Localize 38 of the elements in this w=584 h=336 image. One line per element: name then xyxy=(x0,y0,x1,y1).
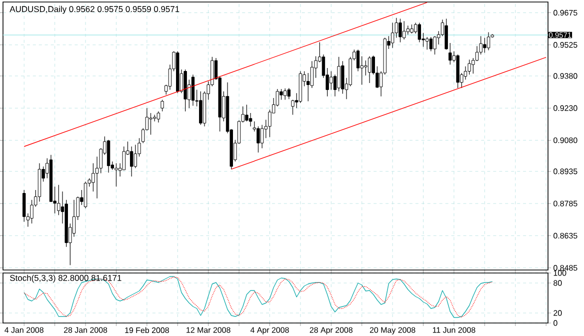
candlestick xyxy=(368,56,372,84)
chart-title: Stoch(5,3,3) 82.8000 81.6171 xyxy=(10,274,122,283)
candlestick xyxy=(248,112,252,127)
candlestick xyxy=(429,36,433,52)
candlestick xyxy=(433,36,436,55)
candlestick xyxy=(130,146,134,177)
candlestick xyxy=(199,91,202,126)
candlestick xyxy=(483,38,486,54)
candlestick xyxy=(84,181,88,209)
candlestick xyxy=(260,124,264,149)
candlestick xyxy=(356,49,360,72)
candlestick xyxy=(364,60,368,76)
candlestick xyxy=(402,20,406,40)
candlestick xyxy=(287,88,291,100)
candlestick xyxy=(398,18,402,43)
candlestick xyxy=(426,36,429,50)
candlestick xyxy=(22,190,26,222)
candlestick xyxy=(291,99,294,116)
candlestick xyxy=(448,42,452,65)
candlestick xyxy=(284,88,287,100)
candlestick xyxy=(475,46,479,62)
candlestick xyxy=(444,18,448,50)
candlestick xyxy=(30,200,34,224)
candlestick xyxy=(464,66,468,80)
candlestick xyxy=(486,32,490,51)
candlestick xyxy=(418,22,422,43)
candlestick xyxy=(191,74,195,106)
candlestick xyxy=(310,60,314,88)
candlestick xyxy=(410,24,414,34)
candlestick xyxy=(256,126,260,153)
chart-title: AUDUSD,Daily 0.9562 0.9575 0.9559 0.9571 xyxy=(10,6,180,14)
candlestick xyxy=(114,162,118,187)
candlestick xyxy=(156,111,160,123)
candlestick xyxy=(390,22,394,48)
candlestick xyxy=(160,99,164,112)
candlestick xyxy=(330,70,333,90)
candlestick xyxy=(149,112,152,136)
candlestick xyxy=(134,144,138,168)
